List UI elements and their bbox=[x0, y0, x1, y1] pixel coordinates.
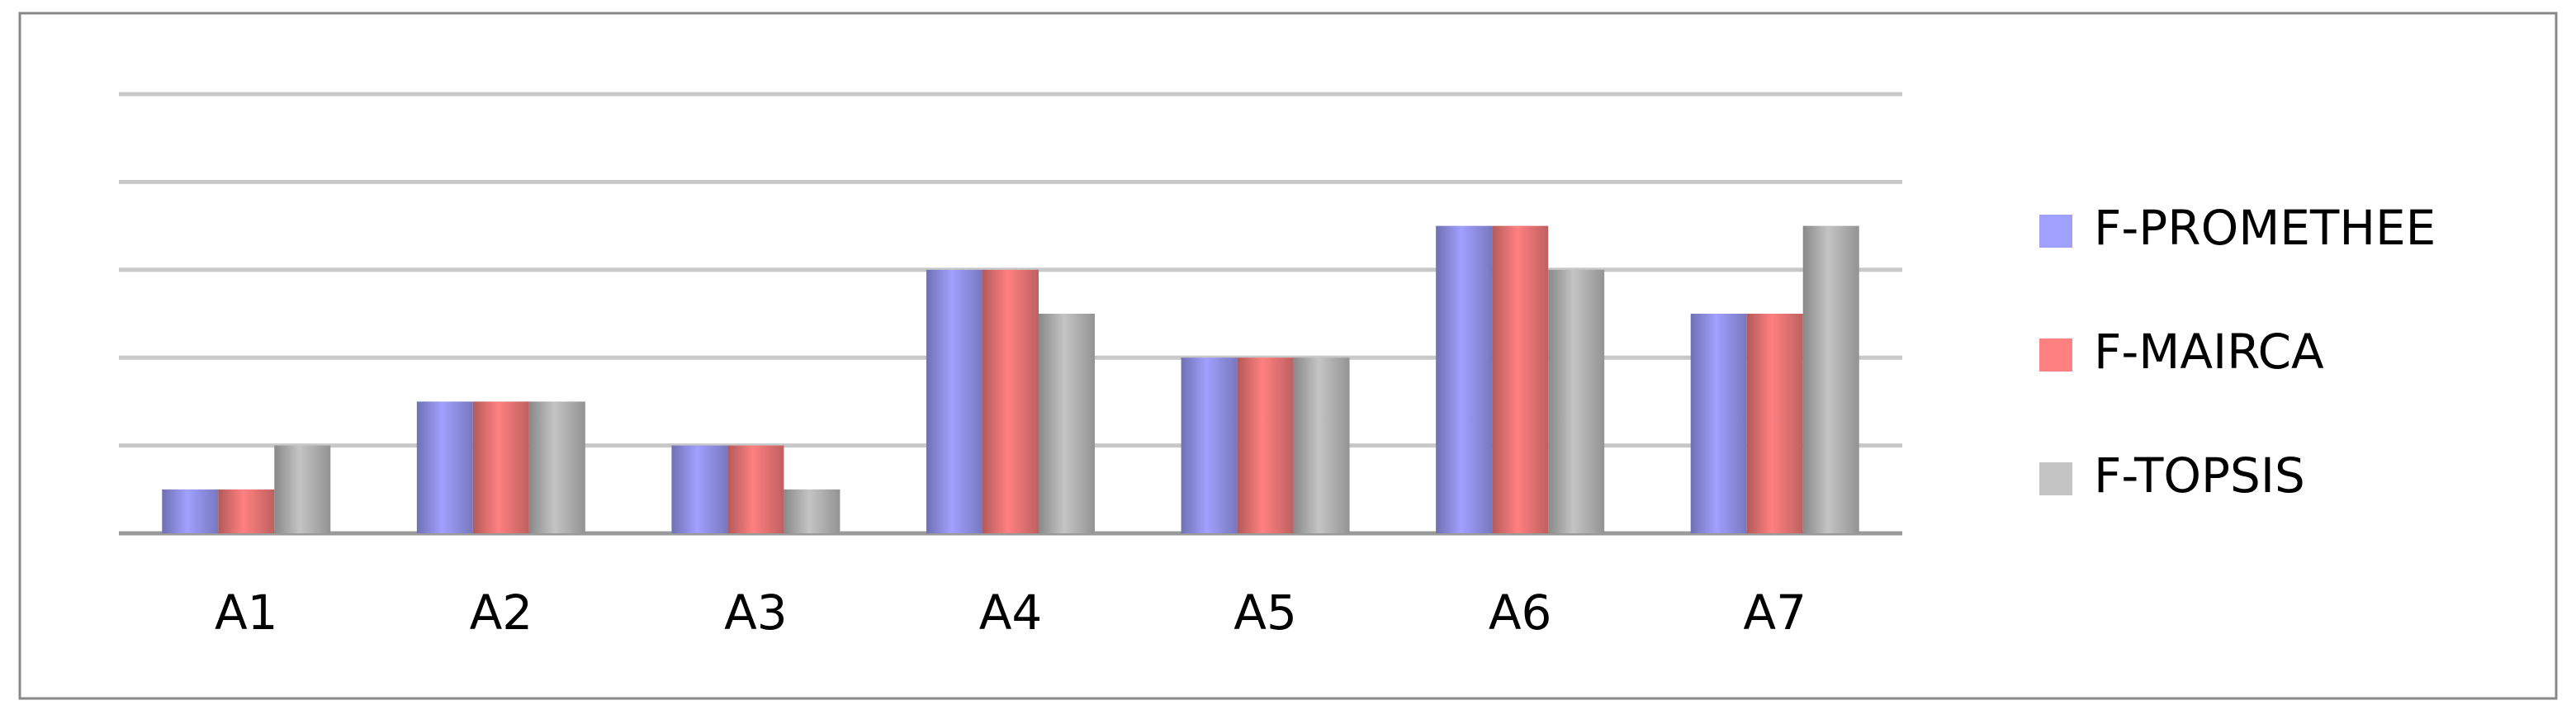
x-tick-label: A1 bbox=[215, 585, 278, 641]
bar bbox=[274, 445, 331, 533]
bar bbox=[1746, 314, 1803, 533]
bar bbox=[1436, 225, 1493, 533]
legend-swatch bbox=[2039, 338, 2072, 372]
bar bbox=[1548, 269, 1605, 533]
legend-label: F-PROMETHEE bbox=[2094, 200, 2436, 256]
bar bbox=[926, 269, 983, 533]
x-tick-label: A3 bbox=[724, 585, 788, 641]
bar bbox=[727, 445, 784, 533]
bar bbox=[983, 269, 1039, 533]
bar bbox=[528, 401, 585, 533]
bar bbox=[162, 489, 219, 533]
legend-label: F-TOPSIS bbox=[2094, 447, 2305, 504]
bar bbox=[472, 401, 529, 533]
x-tick-label: A2 bbox=[470, 585, 533, 641]
bar bbox=[218, 489, 275, 533]
bar bbox=[1237, 357, 1294, 533]
bar bbox=[1293, 357, 1350, 533]
bar bbox=[1690, 314, 1747, 533]
legend-swatch bbox=[2039, 215, 2072, 248]
bar bbox=[1492, 225, 1549, 533]
x-tick-label: A4 bbox=[979, 585, 1043, 641]
legend-label: F-MAIRCA bbox=[2094, 324, 2324, 380]
bar bbox=[671, 445, 728, 533]
x-tick-label: A6 bbox=[1489, 585, 1552, 641]
bar bbox=[1802, 225, 1859, 533]
bar bbox=[1181, 357, 1238, 533]
bar bbox=[784, 489, 841, 533]
legend-swatch bbox=[2039, 462, 2072, 495]
x-tick-label: A7 bbox=[1743, 585, 1807, 641]
x-tick-label: A5 bbox=[1234, 585, 1297, 641]
bar bbox=[416, 401, 473, 533]
bar bbox=[1039, 314, 1095, 533]
